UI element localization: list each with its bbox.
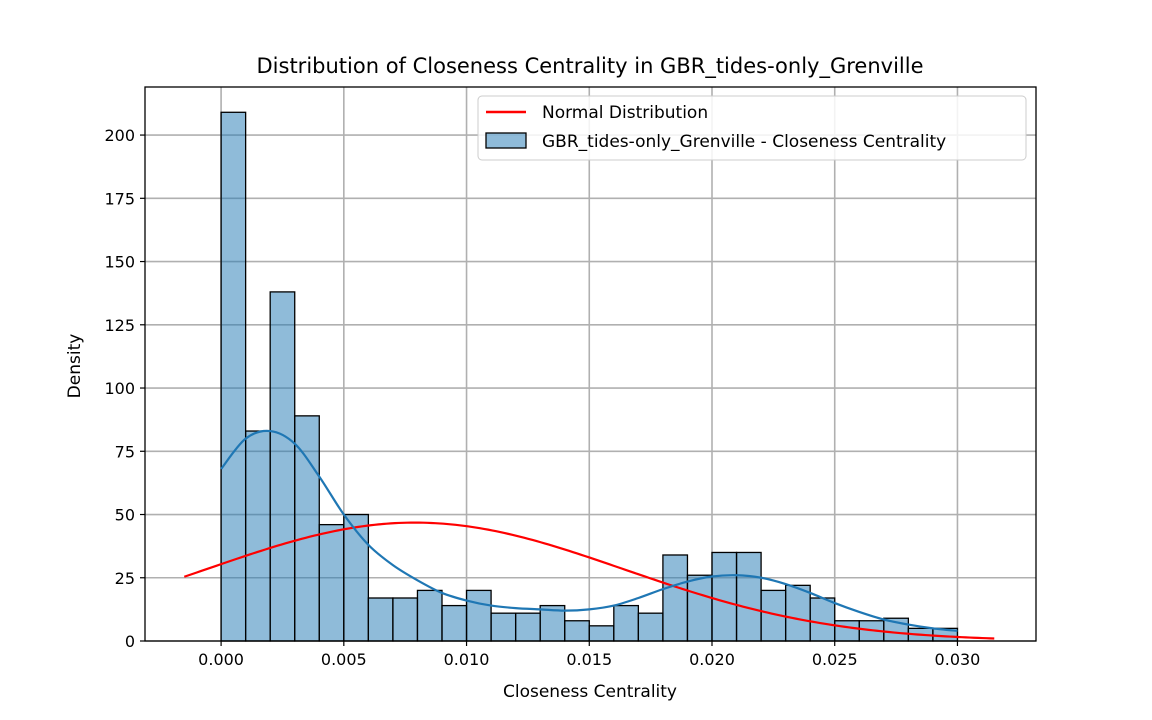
plot-frame [144, 86, 1037, 642]
legend-histogram-swatch [485, 132, 527, 149]
x-tick-label: 0.015 [566, 650, 612, 669]
y-tick-label: 25 [115, 569, 135, 588]
y-tick-label: 150 [104, 253, 135, 272]
histogram-bar [490, 612, 517, 642]
histogram-bar [834, 620, 860, 642]
histogram-bar [637, 612, 664, 642]
y-tick-label: 125 [104, 316, 135, 335]
normal-distribution-line [183, 521, 995, 640]
x-tick-label: 0.005 [321, 650, 367, 669]
histogram-bar [809, 597, 836, 642]
histogram-bar [220, 111, 247, 642]
histogram-bar [294, 415, 320, 642]
histogram-bar [613, 604, 640, 642]
histogram-bar [711, 551, 738, 642]
y-tick-label: 0 [125, 632, 135, 651]
y-tick-label: 50 [115, 506, 135, 525]
histogram-bar [416, 589, 443, 642]
y-tick-label: 100 [104, 379, 135, 398]
histogram-bar [269, 291, 296, 642]
histogram-bars [220, 111, 959, 642]
x-tick-label: 0.025 [812, 650, 858, 669]
histogram-bar [441, 604, 468, 642]
y-axis-ticks: 0 25 50 75 100 125 150 175 200 [104, 126, 145, 651]
histogram-bar [588, 625, 615, 642]
y-axis-label: Density [65, 334, 85, 399]
histogram-bar [686, 574, 713, 642]
y-tick-label: 175 [104, 189, 135, 208]
kde-line [220, 429, 958, 632]
x-tick-label: 0.030 [935, 650, 981, 669]
legend-histogram-label: GBR_tides-only_Grenville - Closeness Cen… [542, 132, 946, 152]
histogram-bar [465, 589, 492, 642]
histogram-bar [784, 584, 811, 642]
x-tick-label: 0.000 [198, 650, 244, 669]
histogram-bar [367, 597, 394, 642]
x-tick-label: 0.020 [689, 650, 735, 669]
x-axis-label: Closeness Centrality [503, 682, 677, 702]
histogram-bar [735, 551, 762, 642]
x-tick-label: 0.010 [444, 650, 490, 669]
histogram-bar [318, 523, 345, 642]
y-tick-label: 200 [104, 126, 135, 145]
legend-normal-label: Normal Distribution [542, 103, 708, 123]
histogram-bar [244, 430, 271, 642]
histogram-bar [392, 597, 419, 642]
histogram-bar [514, 612, 541, 642]
histogram-bar [662, 554, 689, 642]
histogram-bar [564, 620, 590, 642]
x-axis-ticks: 0.000 0.005 0.010 0.015 0.020 0.025 0.030 [198, 641, 980, 669]
chart-title: Distribution of Closeness Centrality in … [257, 54, 924, 79]
y-tick-label: 75 [115, 442, 135, 461]
legend: Normal Distribution GBR_tides-only_Grenv… [477, 95, 1027, 161]
legend-box [477, 95, 1027, 161]
histogram-bar [343, 513, 370, 642]
